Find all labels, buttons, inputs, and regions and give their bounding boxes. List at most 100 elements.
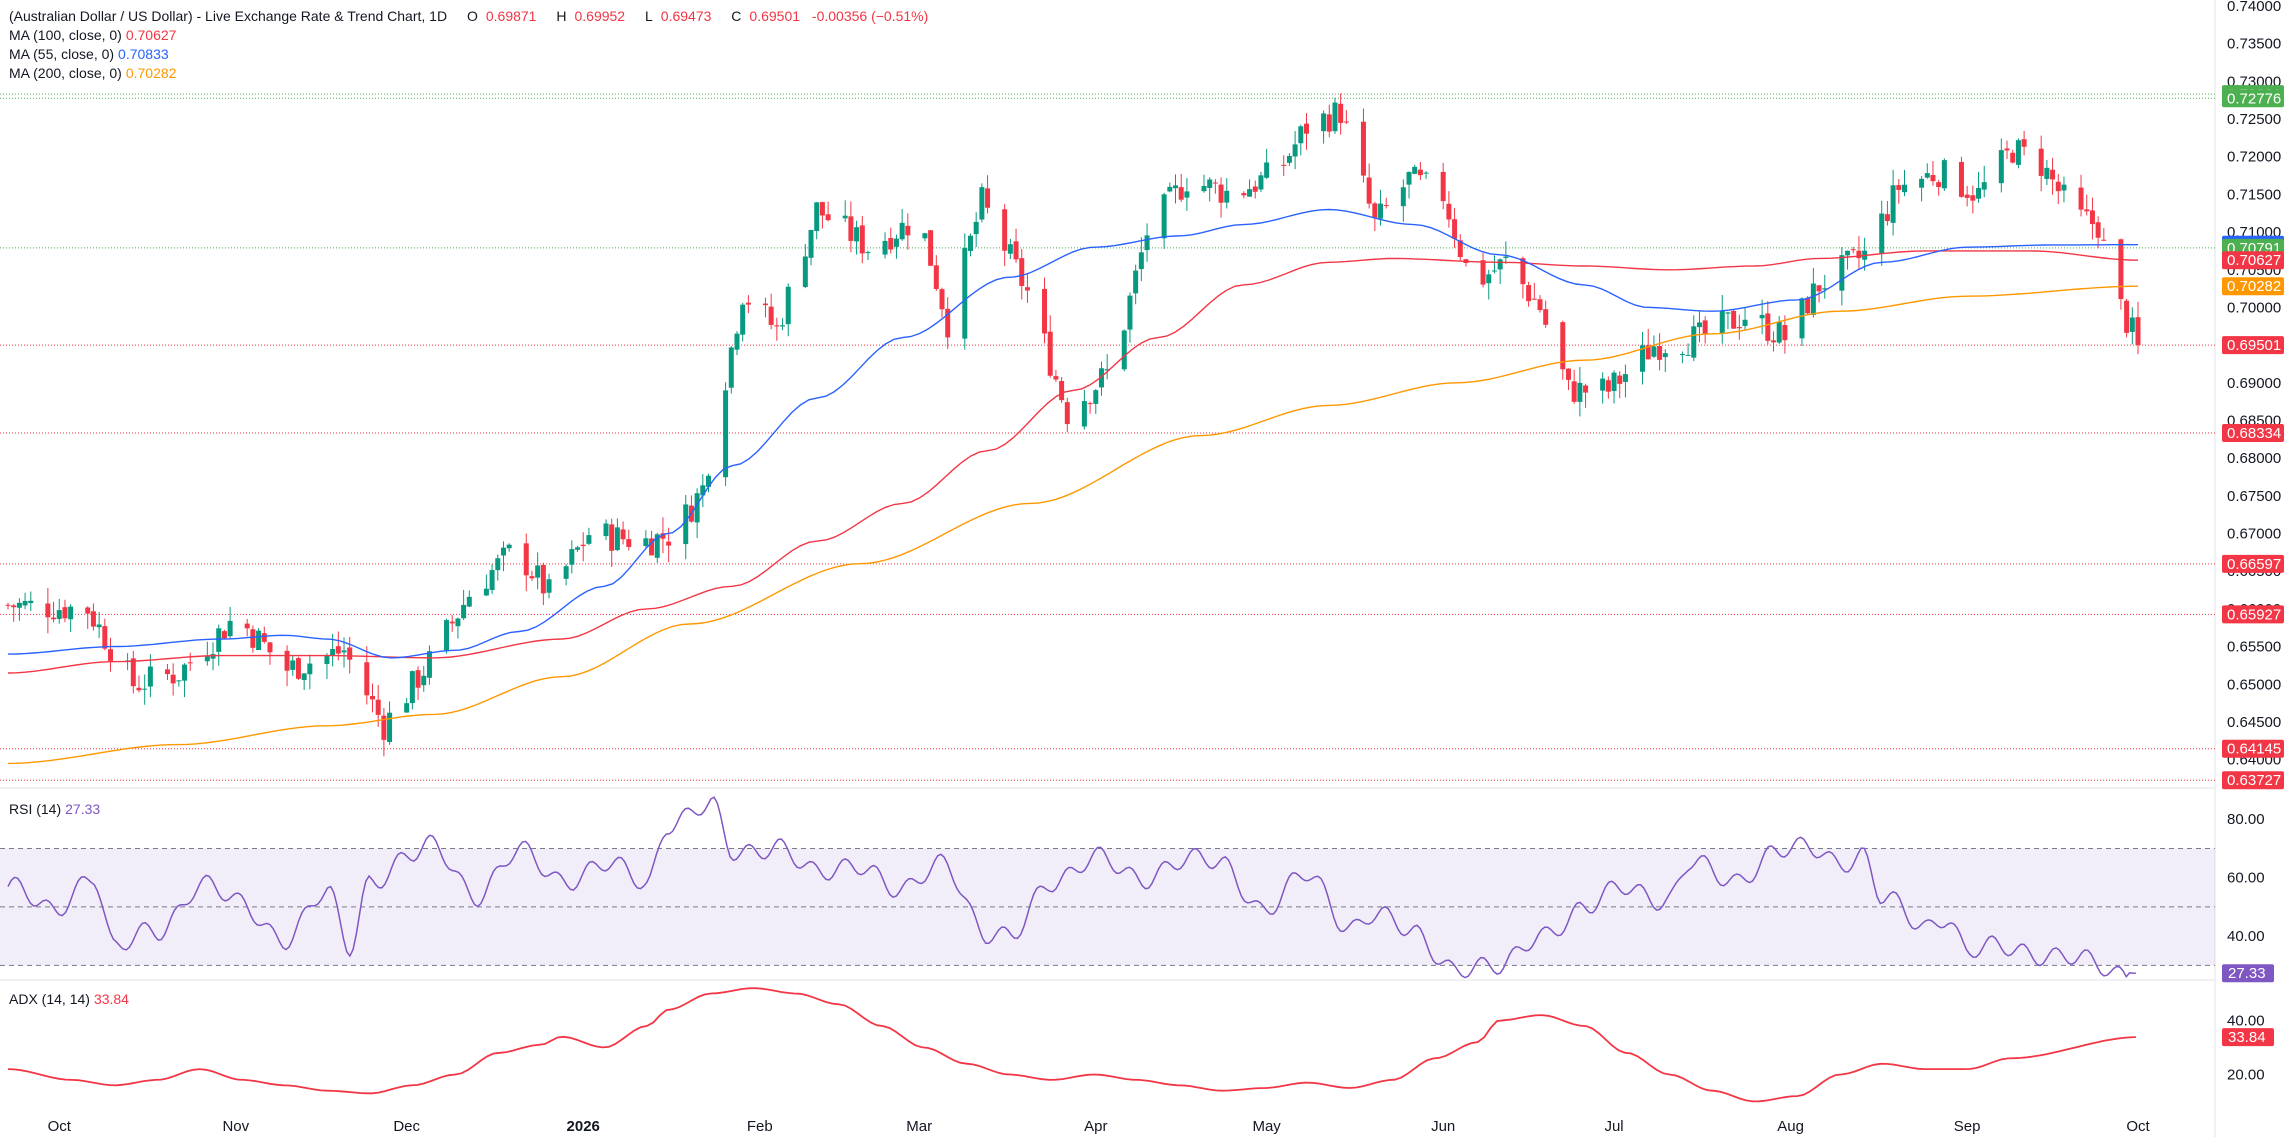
price-tick-label: 0.72000 [2227, 149, 2281, 166]
rsi-legend[interactable]: RSI (14) 27.33 [9, 801, 101, 817]
adx-line [7, 987, 2136, 1103]
candle-body [1776, 322, 1782, 343]
candle-body [2038, 148, 2044, 176]
time-tick-label: 2026 [567, 1118, 600, 1135]
candle-body [1685, 354, 1691, 356]
close-value: 0.69501 [749, 8, 801, 24]
candle-body [1281, 164, 1287, 166]
ma55-legend[interactable]: MA (55, close, 0) 0.70833 [9, 46, 169, 62]
adx-legend[interactable]: ADX (14, 14) 33.84 [9, 991, 129, 1007]
candle-body [1736, 327, 1742, 329]
candle-body [609, 524, 615, 551]
candle-body [1640, 345, 1646, 372]
candle-body [723, 390, 729, 478]
candle-body [2084, 209, 2090, 212]
ma100-line [7, 250, 2139, 674]
candle-body [1941, 160, 1947, 189]
candle-body [1138, 252, 1144, 270]
candle-body [187, 662, 193, 664]
rsi-tick-label: 80.00 [2227, 811, 2265, 828]
candle-body [108, 649, 114, 661]
candle-body [1412, 166, 1418, 174]
candle-body [90, 611, 96, 627]
ma100-legend[interactable]: MA (100, close, 0) 0.70627 [9, 27, 177, 43]
candle-body [1081, 401, 1087, 427]
candle-body [928, 230, 934, 266]
candle-body [1343, 121, 1349, 123]
candle-body [1600, 378, 1606, 391]
candle-body [1486, 274, 1492, 284]
candle-body [1360, 121, 1366, 176]
candle-body [2015, 140, 2021, 165]
candle-body [5, 604, 11, 606]
candle-body [2044, 167, 2050, 179]
candle-body [654, 534, 660, 558]
candle-body [1765, 313, 1771, 341]
candle-body [85, 607, 91, 614]
candle-body [1383, 205, 1389, 207]
candle-body [985, 188, 991, 208]
candle-body [1252, 186, 1258, 192]
candle-body [261, 633, 267, 642]
candle-body [888, 238, 894, 250]
candle-body [267, 642, 273, 653]
candle-body [626, 539, 632, 547]
candle-body [1292, 144, 1298, 157]
candle-body [706, 475, 712, 487]
candle-body [1264, 162, 1270, 178]
candle-body [176, 680, 182, 682]
candle-body [933, 265, 939, 289]
ma200-value: 0.70282 [125, 65, 177, 81]
candle-body [865, 252, 871, 254]
ma200-legend[interactable]: MA (200, close, 0) 0.70282 [9, 65, 177, 81]
candle-body [1167, 186, 1173, 192]
price-tick-label: 0.71500 [2227, 186, 2281, 203]
candle-body [1053, 376, 1059, 380]
price-tag-label: 0.64145 [2227, 741, 2281, 758]
candle-body [1696, 322, 1702, 328]
candle-body [1839, 255, 1845, 291]
candle-body [1759, 314, 1765, 319]
candle-body [164, 669, 170, 675]
time-tick-label: May [1252, 1118, 1281, 1135]
candle-body [1645, 345, 1651, 360]
candle-body [1822, 288, 1828, 290]
candle-body [1930, 175, 1936, 182]
candle-body [1890, 185, 1896, 223]
candle-body [1742, 319, 1748, 326]
candle-body [1417, 169, 1423, 176]
candle-body [1304, 123, 1310, 134]
price-tag-bg [2222, 89, 2284, 108]
candle-body [1782, 324, 1788, 341]
price-tick-label: 0.64500 [2227, 714, 2281, 731]
adx-value-tag-bg [2222, 1028, 2274, 1047]
candle-body [130, 658, 136, 687]
candle-body [1583, 385, 1589, 393]
candle-body [136, 687, 142, 691]
price-tick-label: 0.73500 [2227, 36, 2281, 53]
candle-body [1662, 353, 1668, 358]
candle-body [529, 576, 535, 579]
price-tag-bg [2222, 739, 2284, 758]
candle-body [603, 523, 609, 537]
candle-body [330, 648, 336, 656]
candle-body [1560, 322, 1566, 370]
candle-body [68, 606, 74, 620]
candle-body [1856, 250, 1862, 259]
candle-body [244, 623, 250, 629]
rsi-tick-label: 60.00 [2227, 870, 2265, 887]
candle-body [580, 544, 586, 547]
candle-body [483, 588, 489, 596]
time-tick-label: Feb [747, 1118, 773, 1135]
candle-body [1224, 190, 1230, 203]
time-tick-label: Dec [393, 1118, 420, 1135]
rsi-value: 27.33 [65, 801, 101, 817]
ma55-value: 0.70833 [118, 46, 169, 62]
candle-body [586, 535, 592, 544]
adx-value: 33.84 [93, 991, 129, 1007]
candle-body [745, 302, 751, 305]
candle-body [142, 688, 148, 690]
candle-body [1936, 182, 1942, 188]
candle-body [1212, 182, 1218, 184]
